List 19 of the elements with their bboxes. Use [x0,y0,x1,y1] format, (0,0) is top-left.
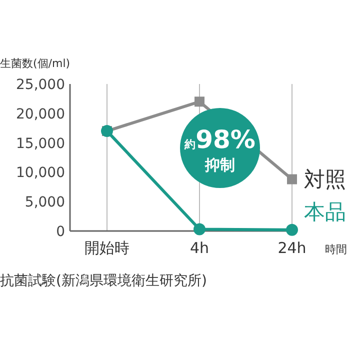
x-tick-label: 4h [190,239,210,257]
x-tick-label: 開始時 [84,239,130,257]
y-tick-label: 20,000 [16,106,65,122]
annotation: 約98%抑制 [184,125,256,174]
point [194,223,206,236]
x-axis-title: 時間 [325,243,347,256]
y-tick-label: 5,000 [24,194,65,211]
point [194,96,204,107]
x-tick-label: 24h [278,239,306,257]
y-tick-label: 15,000 [16,136,65,152]
text: 抗菌試験(新潟県環境衛生研究所) [0,273,207,289]
series-label: 本品 [304,200,346,224]
y-axis-title: 生菌数(個/ml) [0,57,70,70]
y-tick-label: 0 [56,224,65,240]
y-tick-label: 25,000 [16,77,65,93]
y-tick-label: 10,000 [16,165,65,182]
series-label: 対照 [304,167,346,192]
point [287,174,297,184]
point [286,224,298,236]
